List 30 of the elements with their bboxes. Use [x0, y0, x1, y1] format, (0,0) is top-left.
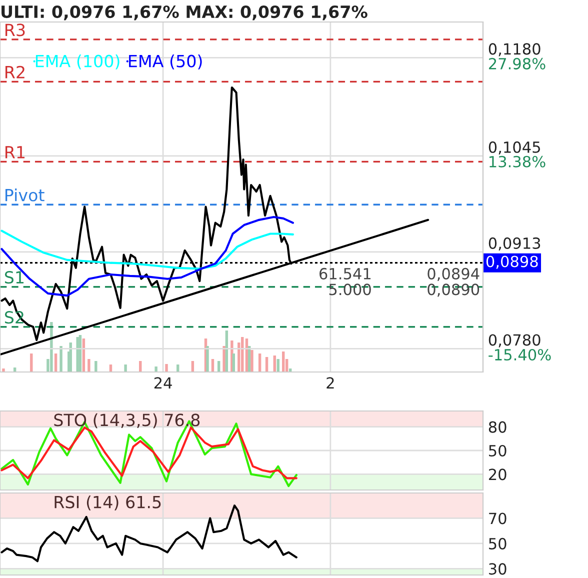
y2-tick-label: -15.40% [488, 348, 551, 361]
legend-label: EMA (100) [36, 54, 120, 70]
y-tick-label: 80 [488, 421, 506, 433]
chart-title: ULTI: 0,0976 1,67% MAX: 0,0976 1,67% [2, 5, 368, 20]
y-tick-label: 20 [488, 468, 506, 480]
legend-label: EMA (50) [129, 54, 202, 70]
annotation: 61.541 [320, 268, 370, 280]
x-tick-label: 24 [154, 377, 172, 388]
y-tick-label: 50 [489, 538, 506, 550]
ref-line-label: Pivot [6, 188, 44, 202]
ref-line-label: R2 [6, 66, 24, 78]
x-tick-label: 2 [326, 377, 334, 388]
y2-tick-label: 27.98% [488, 58, 546, 70]
y-tick-label: 70 [489, 512, 506, 524]
annotation: 0,0890 [428, 284, 480, 297]
y-tick-label: 0,1045 [488, 141, 540, 154]
annotation: 5.000 [329, 284, 371, 296]
ref-line-label: R3 [6, 24, 25, 36]
y-tick-label: 0,1180 [488, 43, 540, 56]
y-tick-label: 30 [489, 563, 506, 575]
chart-title: STO (14,3,5) 76.8 [54, 413, 200, 428]
ref-line-label: S1 [4, 271, 24, 284]
y-tick-label: 50 [489, 444, 506, 457]
y2-tick-label: 13.38% [490, 156, 546, 168]
y-tick-label: 0,0780 [488, 334, 540, 348]
ref-line-label: 0,0898 [486, 256, 538, 269]
ref-line-label: R1 [6, 146, 25, 158]
chart-title: RSI (14) 61.5 [54, 495, 161, 510]
y-tick-label: 0,0913 [488, 237, 540, 251]
annotation: 0,0894 [428, 268, 480, 282]
